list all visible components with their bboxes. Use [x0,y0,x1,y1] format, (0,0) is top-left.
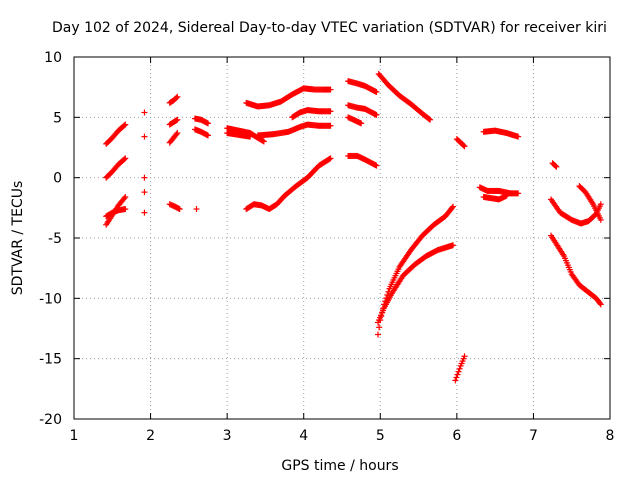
series-arc10 [193,206,200,213]
series-arc28 [480,127,522,140]
series-arc31 [549,160,560,170]
data-points [103,70,604,384]
x-tick-label: 4 [299,428,308,444]
x-tick-labels: 1 2 3 4 5 6 7 8 [70,428,615,444]
series-arc20 [345,102,380,118]
x-tick-label: 3 [223,428,232,444]
series-arc14 [224,130,254,140]
series-arc30 [480,192,510,203]
x-tick-label: 7 [529,428,538,444]
series-arc25 [374,242,457,326]
series-arc06 [166,93,181,106]
x-tick-label: 1 [70,428,79,444]
y-tick-label: 10 [44,50,62,66]
x-tick-label: 2 [146,428,155,444]
series-arc32 [548,196,604,227]
x-axis-label: GPS time / hours [281,458,398,474]
series-arc23 [375,70,434,123]
series-arc15 [243,85,334,110]
y-tick-labels: -20 -15 -10 -5 0 5 10 [39,50,62,428]
series-arc26 [452,353,468,384]
grid [74,57,610,419]
y-tick-label: -5 [48,231,62,247]
series-arc18 [243,155,334,213]
series-arc17 [289,107,334,121]
series-arc19 [345,78,380,95]
x-tick-label: 6 [452,428,461,444]
series-arc04 [103,206,129,220]
chart-title: Day 102 of 2024, Sidereal Day-to-day VTE… [52,20,607,36]
series-arc08 [166,130,181,146]
series-arc34 [548,232,604,308]
series-arc09 [166,201,183,213]
series-arc27 [453,136,468,150]
series-arc21 [345,114,365,127]
series-arc22 [345,152,380,169]
series-arc12 [191,126,211,139]
series-arc11 [191,115,211,127]
series-arc07 [166,116,181,128]
axis-ticks [73,56,611,420]
y-tick-label: -20 [39,412,62,428]
series-arc01 [103,121,129,147]
y-axis-label: SDTVAR / TECUs [10,181,26,296]
series-arc02 [103,155,129,181]
x-tick-label: 8 [606,428,615,444]
series-arc33 [576,183,604,223]
series-arc05 [141,109,148,216]
y-tick-label: 0 [53,171,62,187]
series-arc16 [254,121,334,139]
y-tick-label: -10 [39,291,62,307]
series-arc24 [374,203,457,338]
x-tick-label: 5 [376,428,385,444]
series-arc29 [476,184,522,197]
y-tick-label: -15 [39,352,62,368]
y-tick-label: 5 [53,110,62,126]
